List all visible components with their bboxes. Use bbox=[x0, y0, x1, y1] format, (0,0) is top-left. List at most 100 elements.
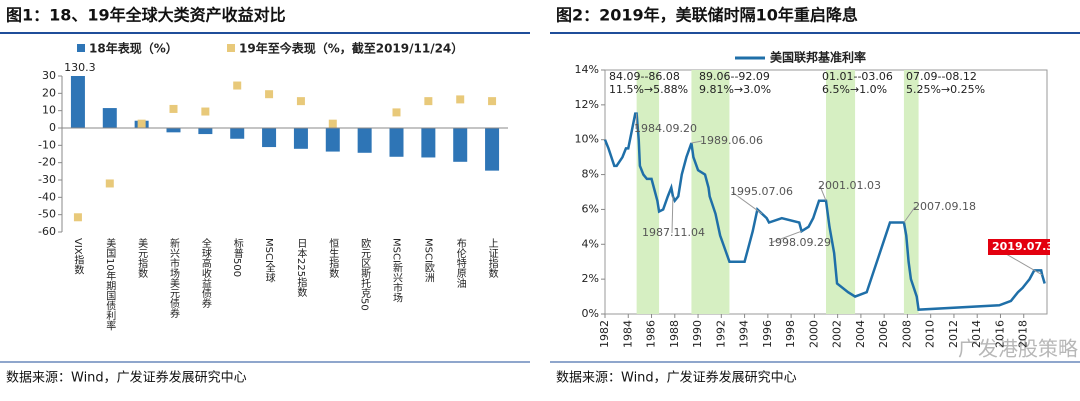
annotation-leader bbox=[903, 206, 916, 223]
bar bbox=[389, 128, 404, 157]
y-tick-label: 30 bbox=[42, 69, 56, 82]
x-tick-label: 标普500 bbox=[231, 238, 243, 277]
y-tick-label: 10 bbox=[42, 104, 56, 117]
point bbox=[488, 97, 497, 106]
point bbox=[105, 179, 114, 188]
period-change: 5.25%→0.25% bbox=[906, 83, 985, 96]
plot bbox=[70, 76, 500, 171]
line bbox=[603, 112, 1046, 311]
y-tick-label: 12% bbox=[575, 98, 599, 111]
x-tick-label: MSCI欧洲 bbox=[422, 238, 434, 283]
annotation-leader bbox=[769, 230, 802, 244]
point bbox=[424, 97, 433, 106]
shaded-range bbox=[826, 70, 856, 314]
legend-label: 美国联邦基准利率 bbox=[770, 50, 866, 65]
x-tick-label: 2014 bbox=[970, 320, 983, 348]
annotation: 1989.06.06 bbox=[700, 134, 763, 147]
annotation: 2019.07.31 bbox=[992, 240, 1062, 253]
bar bbox=[421, 128, 436, 158]
bar bbox=[325, 128, 340, 152]
x-tick-label: 2000 bbox=[807, 320, 820, 348]
point bbox=[201, 107, 210, 116]
annotation-leader bbox=[671, 196, 674, 234]
x-tick-label: 全球高收益债券 bbox=[199, 237, 211, 309]
annotation-leader bbox=[731, 191, 763, 215]
legend-swatch bbox=[227, 44, 235, 52]
period-range: 89.06--92.09 bbox=[699, 70, 770, 83]
source: 数据来源：Wind，广发证券发展研究中心 bbox=[556, 370, 797, 386]
annotation: 1987.11.04 bbox=[642, 226, 705, 239]
period-range: 01.01--03.06 bbox=[822, 70, 893, 83]
point bbox=[137, 119, 146, 128]
x-tick-label: 美元指数 bbox=[136, 237, 148, 279]
period-change: 11.5%→5.88% bbox=[609, 83, 688, 96]
legend-label: 18年表现（%） bbox=[89, 41, 178, 56]
legend-label: 19年至今表现（%，截至2019/11/24） bbox=[239, 41, 463, 56]
y-tick-label: 0 bbox=[49, 121, 56, 134]
bar bbox=[293, 128, 308, 149]
y-tick-label: 6% bbox=[582, 202, 599, 215]
point bbox=[296, 97, 305, 106]
period-range: 07.09--08.12 bbox=[906, 70, 977, 83]
annotation: 1984.09.20 bbox=[634, 122, 697, 135]
x-tick-label: 1992 bbox=[714, 320, 727, 348]
x-tick-label: 2004 bbox=[854, 320, 867, 348]
x-tick-label: 2016 bbox=[993, 320, 1006, 348]
annotation-leader bbox=[635, 113, 638, 130]
y-tick-label: 10% bbox=[575, 133, 599, 146]
watermark: 广发港股策略 bbox=[958, 337, 1078, 361]
period-change: 6.5%→1.0% bbox=[822, 83, 887, 96]
bar bbox=[198, 128, 213, 135]
bar bbox=[453, 128, 468, 162]
x-tick-label: 2002 bbox=[831, 320, 844, 348]
annotation: 1998.09.29 bbox=[768, 236, 831, 249]
x-tick-label: 欧元区斯托克50 bbox=[359, 238, 371, 311]
annotation: 2007.09.18 bbox=[913, 200, 976, 213]
x-tick-label: 2006 bbox=[877, 320, 890, 348]
annotation: 1995.07.06 bbox=[730, 185, 793, 198]
y-tick-label: -20 bbox=[38, 156, 56, 169]
point bbox=[265, 90, 274, 99]
point bbox=[169, 104, 178, 113]
point bbox=[73, 213, 82, 222]
point bbox=[392, 108, 401, 117]
annotation-leader bbox=[691, 140, 703, 144]
bar bbox=[102, 108, 117, 128]
y-tick-label: -60 bbox=[38, 225, 56, 238]
bar bbox=[485, 128, 500, 171]
y-tick-label: -40 bbox=[38, 190, 56, 203]
bar bbox=[262, 128, 277, 148]
x-tick-label: 1996 bbox=[761, 320, 774, 348]
x-tick-label: 布伦特原油 bbox=[454, 238, 466, 288]
x-tick-label: 2018 bbox=[1017, 320, 1030, 348]
x-tick-label: MSCI全球 bbox=[263, 238, 275, 283]
x-tick-label: 上证指数 bbox=[486, 238, 498, 279]
bar bbox=[357, 128, 372, 153]
x-tick-label: 2008 bbox=[900, 320, 913, 348]
x-tick-label: MSCI新兴市场 bbox=[391, 238, 403, 304]
x-tick-label: 2010 bbox=[924, 320, 937, 348]
data-label: 130.3 bbox=[64, 61, 96, 74]
x-tick-label: 1982 bbox=[598, 320, 611, 348]
x-tick-label: 1988 bbox=[668, 320, 681, 348]
chart-title: 图2：2019年，美联储时隔10年重启降息 bbox=[556, 6, 858, 25]
legend-swatch bbox=[77, 44, 85, 52]
x-tick-label: 恒生指数 bbox=[327, 237, 339, 279]
x-tick-label: 1990 bbox=[691, 320, 704, 348]
y-tick-label: -50 bbox=[38, 208, 56, 221]
bar bbox=[166, 128, 181, 133]
y-tick-label: 2% bbox=[582, 272, 599, 285]
shaded-range bbox=[636, 70, 660, 314]
annotation-leader bbox=[819, 185, 827, 201]
point bbox=[233, 81, 242, 90]
x-tick-label: 2012 bbox=[947, 320, 960, 348]
bar bbox=[230, 128, 245, 139]
period-change: 9.81%→3.0% bbox=[699, 83, 771, 96]
point bbox=[328, 119, 337, 128]
bar bbox=[70, 76, 85, 128]
annotation: 2001.01.03 bbox=[818, 179, 881, 192]
y-tick-label: -30 bbox=[38, 173, 56, 186]
x-tick-label: 美国10年期国债利率 bbox=[104, 237, 116, 332]
y-tick-label: 8% bbox=[582, 168, 599, 181]
